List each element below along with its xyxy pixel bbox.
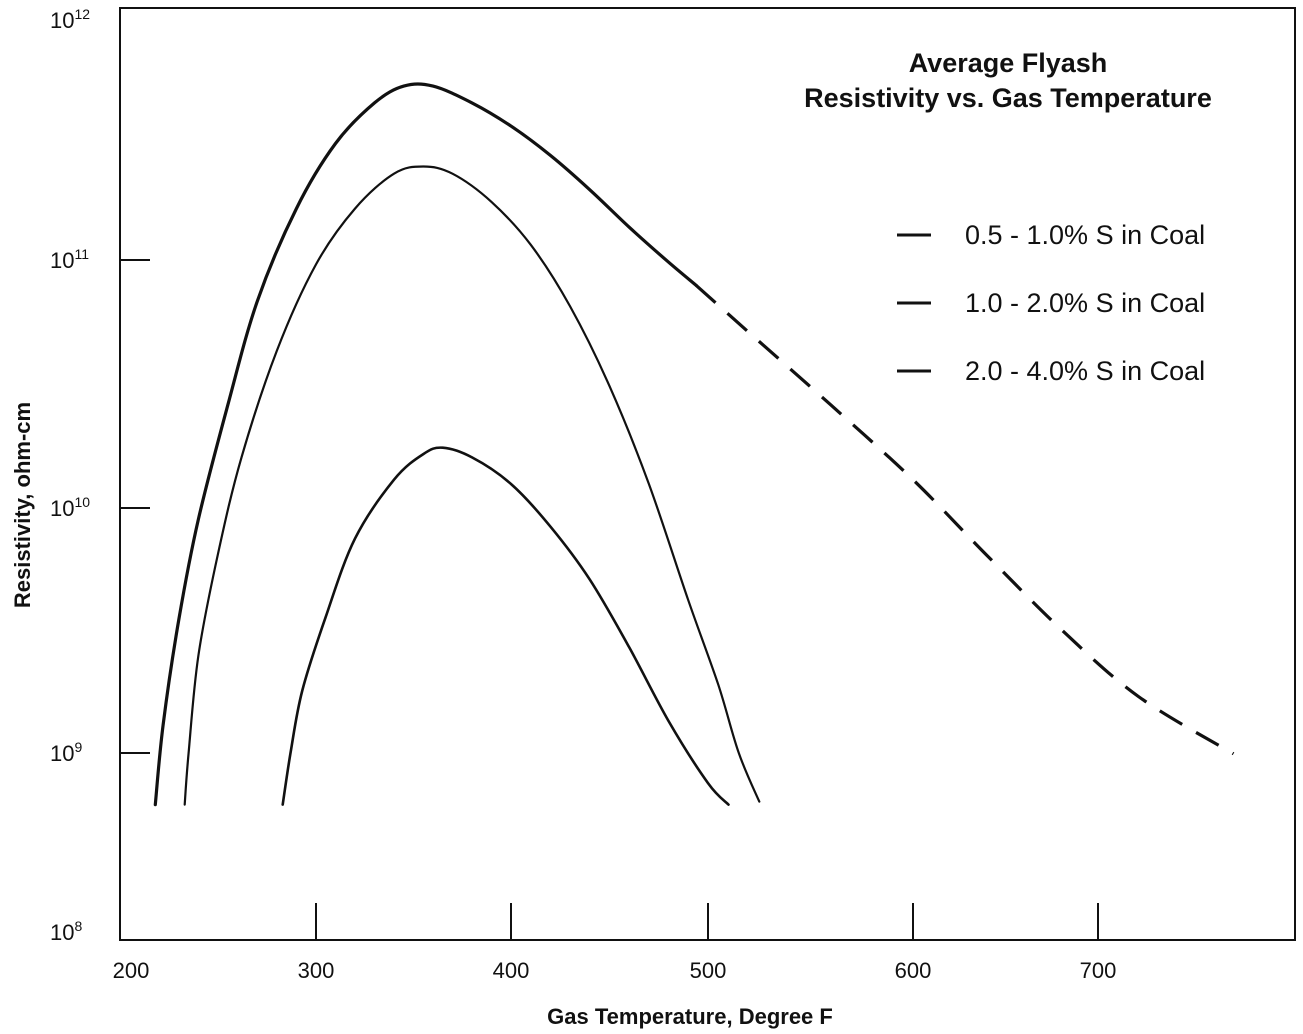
y-tick-label: 1011	[50, 246, 89, 273]
series-layer	[153, 82, 1235, 807]
series-line-3	[281, 446, 730, 806]
series-line-2	[183, 165, 761, 806]
legend-label: 0.5 - 1.0% S in Coal	[965, 220, 1205, 250]
chart-title-line-2: Resistivity vs. Gas Temperature	[804, 83, 1212, 113]
x-tick-label: 300	[298, 958, 335, 983]
series-line-1-extrapolated	[695, 284, 1235, 756]
y-axis-ticks: 108 109 1010 1011 1012	[50, 6, 150, 945]
y-tick-label: 109	[50, 739, 82, 766]
legend-label: 2.0 - 4.0% S in Coal	[965, 356, 1205, 386]
x-tick-label: 600	[895, 958, 932, 983]
x-tick-label: 700	[1080, 958, 1117, 983]
series-line-1	[153, 82, 698, 807]
x-axis-title: Gas Temperature, Degree F	[547, 1004, 833, 1029]
x-axis-ticks: 200 300 400 500 600 700	[113, 903, 1117, 983]
x-tick-label: 500	[690, 958, 727, 983]
chart-title: Average Flyash Resistivity vs. Gas Tempe…	[804, 48, 1212, 113]
x-tick-label: 400	[493, 958, 530, 983]
legend: 0.5 - 1.0% S in Coal 1.0 - 2.0% S in Coal…	[897, 220, 1205, 386]
y-tick-label: 1012	[50, 6, 90, 33]
y-tick-label: 108	[50, 918, 82, 945]
y-axis-title: Resistivity, ohm-cm	[10, 402, 35, 608]
legend-label: 1.0 - 2.0% S in Coal	[965, 288, 1205, 318]
y-tick-label: 1010	[50, 494, 90, 521]
chart-title-line-1: Average Flyash	[909, 48, 1108, 78]
plot-frame	[119, 7, 1296, 941]
x-tick-label: 200	[113, 958, 150, 983]
